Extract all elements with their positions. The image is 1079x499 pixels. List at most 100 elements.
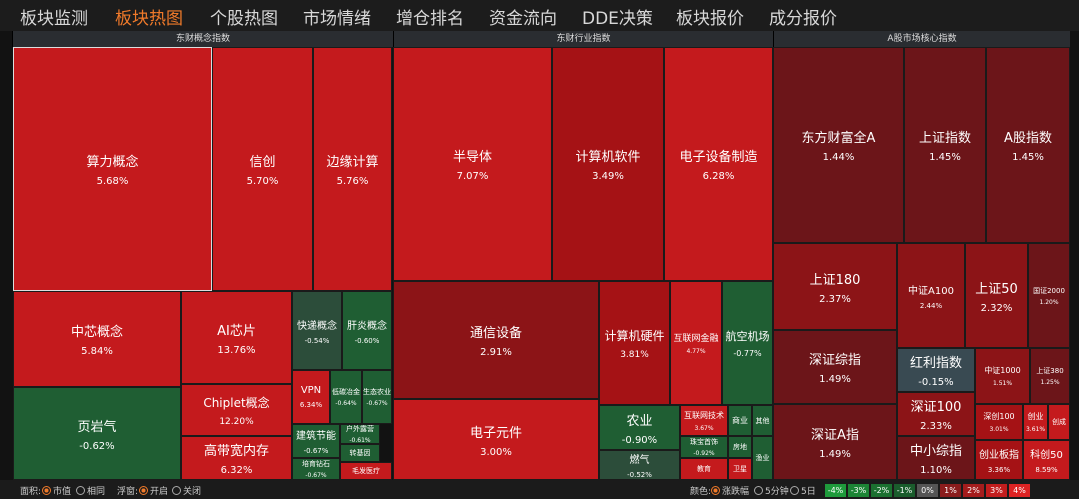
tile[interactable]: 上证380 1.25%	[1030, 348, 1070, 404]
tile-change: -0.60%	[354, 336, 380, 345]
tile[interactable]: 电子设备制造 6.28%	[664, 47, 773, 281]
tile[interactable]: Chiplet概念 12.20%	[181, 384, 292, 436]
tile-label: 创业板指	[979, 450, 1019, 461]
tile[interactable]: 上证180 2.37%	[773, 243, 897, 330]
tile[interactable]: 创成	[1048, 404, 1070, 440]
tab[interactable]: 板块热图	[115, 9, 183, 29]
tile[interactable]: 中证A100 2.44%	[897, 243, 965, 348]
tab[interactable]: 资金流向	[489, 9, 557, 29]
tile-label: 算力概念	[86, 155, 139, 170]
tab[interactable]: 个股热图	[210, 9, 278, 29]
tile[interactable]: 页岩气 -0.62%	[13, 387, 181, 480]
tile[interactable]: 信创 5.70%	[212, 47, 313, 291]
tile[interactable]: 珠宝首饰 -0.92%	[680, 436, 728, 458]
tile[interactable]: 边缘计算 5.76%	[313, 47, 392, 291]
tile[interactable]: 培育钻石 -0.67%	[292, 458, 340, 480]
tile[interactable]: 燃气 -0.52%	[599, 450, 680, 480]
tile[interactable]: 渔业	[752, 436, 773, 480]
tile[interactable]: 中芯概念 5.84%	[13, 291, 181, 387]
radio	[139, 486, 148, 495]
tile[interactable]: 算力概念 5.68%	[13, 47, 212, 291]
radio-option[interactable]: 市值	[42, 484, 71, 497]
tile[interactable]: VPN 6.34%	[292, 370, 330, 424]
tile-label: 生态农业	[363, 388, 391, 396]
radio-option[interactable]: 5日	[790, 484, 816, 497]
radio-option[interactable]: 关闭	[172, 484, 201, 497]
tile[interactable]: 其他	[752, 405, 773, 436]
tile[interactable]: 深证A指 1.49%	[773, 404, 897, 480]
tile[interactable]: 计算机软件 3.49%	[552, 47, 664, 281]
tile[interactable]: 东方财富全A 1.44%	[773, 47, 904, 243]
tab[interactable]: 市场情绪	[303, 9, 371, 29]
tile-label: 燃气	[629, 455, 650, 466]
tile-change: 7.07%	[456, 171, 489, 182]
tile[interactable]: 上证50 2.32%	[965, 243, 1028, 348]
tile[interactable]: 深创100 3.01%	[975, 404, 1023, 440]
tile[interactable]: 商业	[728, 405, 752, 436]
tile-change: 2.44%	[919, 301, 943, 310]
tile-change: 3.00%	[480, 446, 512, 458]
tile[interactable]: 中证1000 1.51%	[975, 348, 1030, 404]
tile[interactable]: 房地	[728, 436, 752, 458]
tile[interactable]: 科创50 8.59%	[1023, 440, 1070, 480]
radio-label: 市值	[53, 487, 72, 497]
scale-cell: 3%	[986, 484, 1007, 497]
scale-cell: -3%	[848, 484, 869, 497]
tile[interactable]: A股指数 1.45%	[986, 47, 1070, 243]
tile[interactable]: 深证综指 1.49%	[773, 330, 897, 404]
tile[interactable]: 低碳冶金 -0.64%	[330, 370, 362, 424]
tile-label: 红利指数	[909, 356, 962, 371]
tile-change: -0.15%	[918, 377, 954, 388]
radio-option[interactable]: 涨跌幅	[711, 484, 749, 497]
tile[interactable]: 毛发医疗	[340, 462, 392, 480]
radio-option[interactable]: 开启	[139, 484, 168, 497]
tile[interactable]: 计算机硬件 3.81%	[599, 281, 670, 405]
tile[interactable]: 教育	[680, 458, 728, 480]
tile-change: -0.64%	[335, 400, 357, 407]
tile-label: 上证380	[1036, 367, 1064, 375]
tile[interactable]: 上证指数 1.45%	[904, 47, 986, 243]
tab[interactable]: 增仓排名	[396, 9, 464, 29]
tile[interactable]: 创业 3.61%	[1023, 404, 1048, 440]
tile[interactable]: 通信设备 2.91%	[393, 281, 599, 399]
tile[interactable]: 互联网技术 3.67%	[680, 405, 728, 436]
tile[interactable]: 航空机场 -0.77%	[722, 281, 773, 405]
tile-label: 科创50	[1030, 450, 1063, 461]
tile[interactable]: 深证100 2.33%	[897, 392, 975, 436]
tile-change: 3.61%	[1025, 426, 1046, 433]
tile[interactable]: 半导体 7.07%	[393, 47, 552, 281]
tile[interactable]: 国证2000 1.20%	[1028, 243, 1070, 348]
tile[interactable]: 农业 -0.90%	[599, 405, 680, 450]
tile-change: 1.10%	[920, 465, 952, 476]
tab[interactable]: 板块监测	[20, 9, 88, 29]
panel-title: 东财行业指数	[393, 31, 773, 47]
radio-option[interactable]: 相同	[76, 484, 105, 497]
tile[interactable]: 高带宽内存 6.32%	[181, 436, 292, 480]
tile-label: 商业	[732, 416, 748, 425]
tile-label: 渔业	[755, 454, 770, 462]
tile[interactable]: AI芯片 13.76%	[181, 291, 292, 384]
tab[interactable]: 成分报价	[769, 9, 837, 29]
tile[interactable]: 互联网金融 4.77%	[670, 281, 722, 405]
tile-change: 3.01%	[989, 426, 1009, 433]
tile[interactable]: 创业板指 3.36%	[975, 440, 1023, 480]
tile[interactable]: 卫星	[728, 458, 752, 480]
radio-option[interactable]: 5分钟	[754, 484, 789, 497]
tile[interactable]: 转基因	[340, 444, 380, 462]
tile[interactable]: 户外露营 -0.61%	[340, 424, 380, 444]
tab[interactable]: 板块报价	[676, 9, 744, 29]
scale-cell: -2%	[871, 484, 892, 497]
tile-change: 2.32%	[980, 302, 1013, 314]
tile[interactable]: 快递概念 -0.54%	[292, 291, 342, 370]
tab[interactable]: DDE决策	[582, 9, 653, 29]
color-label: 颜色:	[690, 487, 712, 497]
tile[interactable]: 肝炎概念 -0.60%	[342, 291, 392, 370]
tile-change: -0.67%	[303, 447, 329, 455]
tile-label: 创成	[1052, 418, 1066, 426]
tile[interactable]: 红利指数 -0.15%	[897, 348, 975, 392]
tile[interactable]: 生态农业 -0.67%	[362, 370, 392, 424]
tile-change: -0.90%	[621, 434, 658, 446]
tile[interactable]: 电子元件 3.00%	[393, 399, 599, 480]
tile[interactable]: 建筑节能 -0.67%	[292, 424, 340, 458]
tile[interactable]: 中小综指 1.10%	[897, 436, 975, 480]
